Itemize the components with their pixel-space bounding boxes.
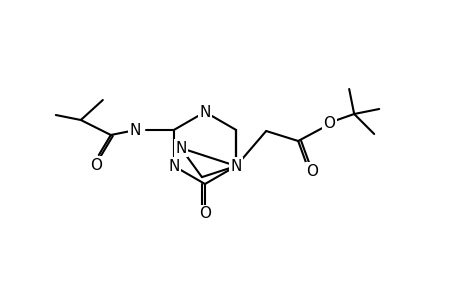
Text: N: N: [129, 122, 140, 137]
Text: N: N: [199, 104, 210, 119]
Text: N: N: [175, 140, 186, 155]
Text: O: O: [306, 164, 318, 178]
Text: O: O: [199, 206, 211, 221]
Text: O: O: [90, 158, 101, 172]
Text: N: N: [230, 158, 241, 173]
Text: O: O: [323, 116, 335, 130]
Text: N: N: [168, 158, 179, 173]
